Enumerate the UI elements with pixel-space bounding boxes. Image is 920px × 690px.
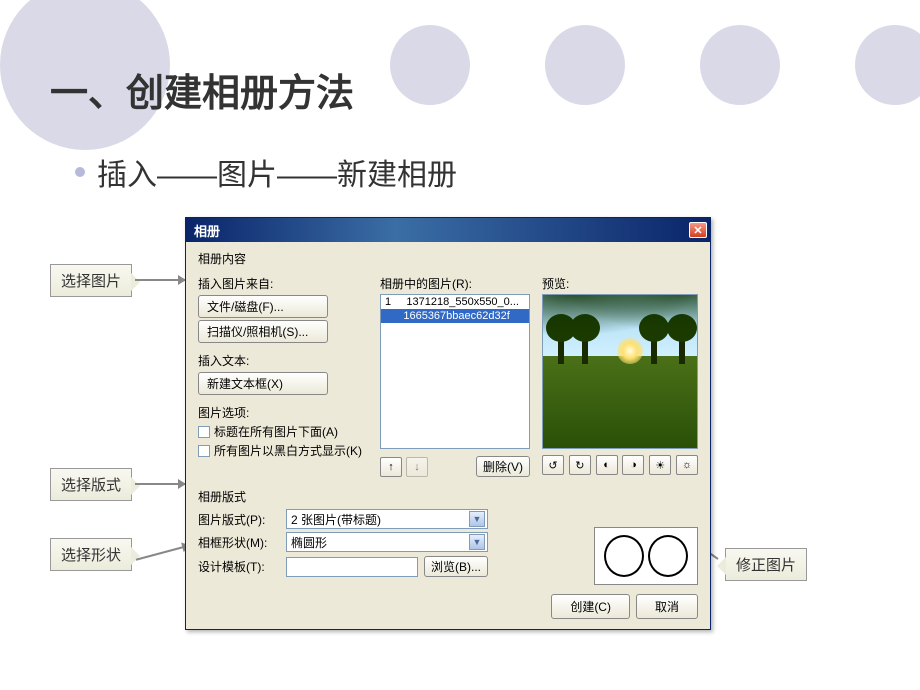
- combo-value: 椭圆形: [291, 534, 327, 551]
- brightness-up-button[interactable]: ☀: [649, 455, 671, 475]
- picture-listbox[interactable]: 1 1371218_550x550_0... 1665367bbaec62d32…: [380, 294, 530, 449]
- list-item[interactable]: 1665367bbaec62d32f: [381, 309, 529, 323]
- contrast-up-button[interactable]: ◐: [596, 455, 618, 475]
- decor-circle: [390, 25, 470, 105]
- checkbox-icon[interactable]: [198, 445, 210, 457]
- decor-circle: [700, 25, 780, 105]
- design-template-label: 设计模板(T):: [198, 558, 280, 575]
- combo-value: 2 张图片(带标题): [291, 511, 381, 528]
- brightness-down-button[interactable]: ☼: [676, 455, 698, 475]
- preview-image: [543, 295, 697, 448]
- move-up-button[interactable]: ↑: [380, 457, 402, 477]
- file-disk-button[interactable]: 文件/磁盘(F)...: [198, 295, 328, 318]
- frame-shape-combo[interactable]: 椭圆形 ▼: [286, 532, 488, 552]
- callout-select-shape: 选择形状: [50, 538, 132, 571]
- picture-layout-combo[interactable]: 2 张图片(带标题) ▼: [286, 509, 488, 529]
- dialog-title: 相册: [194, 221, 220, 240]
- dialog-titlebar[interactable]: 相册 ✕: [186, 218, 710, 242]
- decor-circle: [855, 25, 920, 105]
- move-down-button[interactable]: ↓: [406, 457, 428, 477]
- bw-checkbox-label: 所有图片以黑白方式显示(K): [214, 442, 362, 459]
- dialog-body: 相册内容 插入图片来自: 文件/磁盘(F)... 扫描仪/照相机(S)... 插…: [186, 242, 710, 629]
- cancel-button[interactable]: 取消: [636, 594, 698, 619]
- arrow-icon: [135, 279, 190, 281]
- preview-column: 预览: ↺ ↻ ◐ ◑ ☀ ☼: [542, 271, 698, 478]
- checkbox-icon[interactable]: [198, 426, 210, 438]
- list-column: 相册中的图片(R): 1 1371218_550x550_0... 166536…: [380, 271, 530, 478]
- contrast-down-button[interactable]: ◑: [622, 455, 644, 475]
- insert-text-label: 插入文本:: [198, 352, 368, 369]
- caption-checkbox-label: 标题在所有图片下面(A): [214, 423, 338, 440]
- list-item[interactable]: 1 1371218_550x550_0...: [381, 295, 529, 309]
- arrow-icon: [135, 483, 190, 485]
- insert-column: 插入图片来自: 文件/磁盘(F)... 扫描仪/照相机(S)... 插入文本: …: [198, 271, 368, 478]
- rotate-right-button[interactable]: ↻: [569, 455, 591, 475]
- picture-layout-label: 图片版式(P):: [198, 511, 280, 528]
- slide-title: 一、创建相册方法: [50, 62, 354, 117]
- list-label: 相册中的图片(R):: [380, 275, 530, 292]
- album-dialog: 相册 ✕ 相册内容 插入图片来自: 文件/磁盘(F)... 扫描仪/照相机(S)…: [185, 217, 711, 630]
- decor-circle: [545, 25, 625, 105]
- close-button[interactable]: ✕: [689, 222, 707, 238]
- preview-pane: [542, 294, 698, 449]
- ellipse-icon: [604, 535, 644, 577]
- insert-from-label: 插入图片来自:: [198, 275, 368, 292]
- callout-fix-picture: 修正图片: [725, 548, 807, 581]
- rotate-left-button[interactable]: ↺: [542, 455, 564, 475]
- frame-shape-label: 相框形状(M):: [198, 534, 280, 551]
- chevron-down-icon[interactable]: ▼: [469, 511, 485, 527]
- bw-checkbox-row[interactable]: 所有图片以黑白方式显示(K): [198, 442, 368, 459]
- create-button[interactable]: 创建(C): [551, 594, 630, 619]
- browse-button[interactable]: 浏览(B)...: [424, 556, 488, 577]
- bullet-icon: [75, 167, 85, 177]
- design-template-input[interactable]: [286, 557, 418, 577]
- slide-bullet: 插入——图片——新建相册: [75, 150, 457, 194]
- chevron-down-icon[interactable]: ▼: [469, 534, 485, 550]
- scanner-camera-button[interactable]: 扫描仪/照相机(S)...: [198, 320, 328, 343]
- remove-button[interactable]: 删除(V): [476, 456, 530, 477]
- callout-select-picture: 选择图片: [50, 264, 132, 297]
- ellipse-icon: [648, 535, 688, 577]
- section-layout-label: 相册版式: [198, 488, 698, 505]
- picture-options-label: 图片选项:: [198, 404, 368, 421]
- layout-preview: [594, 527, 698, 585]
- callout-select-layout: 选择版式: [50, 468, 132, 501]
- section-content-label: 相册内容: [198, 250, 698, 267]
- bullet-text: 插入——图片——新建相册: [97, 150, 457, 194]
- new-textbox-button[interactable]: 新建文本框(X): [198, 372, 328, 395]
- preview-label: 预览:: [542, 275, 698, 292]
- caption-checkbox-row[interactable]: 标题在所有图片下面(A): [198, 423, 368, 440]
